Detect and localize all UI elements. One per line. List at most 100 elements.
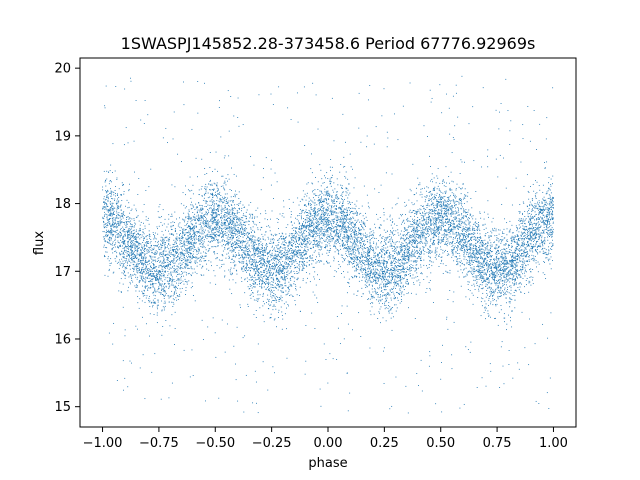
data-point (527, 232, 529, 234)
data-point (494, 282, 495, 284)
data-point (437, 214, 439, 215)
data-point (172, 244, 174, 246)
data-point (491, 274, 493, 276)
data-point (305, 229, 307, 231)
data-point (463, 244, 465, 246)
data-point (203, 223, 205, 225)
data-point (196, 273, 198, 275)
data-point (547, 258, 549, 260)
data-point (360, 247, 362, 249)
data-point (408, 250, 410, 251)
data-point (249, 250, 250, 252)
data-point (111, 242, 113, 244)
data-point (129, 268, 131, 270)
data-point (166, 280, 168, 282)
data-point (319, 231, 321, 233)
data-point (291, 261, 293, 263)
data-point (130, 231, 132, 233)
data-point (552, 207, 554, 209)
data-point (233, 207, 235, 209)
data-point (329, 234, 331, 236)
data-point (200, 226, 202, 228)
data-point (487, 241, 489, 243)
data-point (225, 212, 227, 214)
data-point (309, 223, 311, 225)
data-point (276, 181, 278, 183)
data-point (259, 272, 260, 274)
data-point (186, 283, 188, 285)
data-point (446, 238, 448, 240)
data-point (429, 287, 431, 289)
data-point (194, 219, 196, 221)
data-point (179, 256, 181, 258)
data-point (144, 244, 146, 246)
data-point (241, 262, 243, 264)
data-point (124, 235, 126, 237)
data-point (114, 258, 116, 260)
data-point (500, 286, 502, 288)
data-point (159, 270, 161, 272)
data-point (331, 213, 333, 215)
data-point (333, 221, 334, 222)
data-point (188, 214, 190, 216)
data-point (301, 231, 302, 233)
data-point (443, 205, 445, 207)
data-point (164, 244, 166, 245)
data-point (185, 239, 187, 240)
data-point (106, 226, 108, 228)
data-point (191, 268, 193, 270)
data-point (233, 232, 235, 234)
data-point (343, 231, 345, 233)
data-point (381, 273, 383, 275)
data-point (184, 233, 186, 235)
data-point (432, 202, 434, 204)
data-point (495, 271, 497, 272)
data-point (277, 317, 279, 318)
data-point (354, 241, 356, 243)
data-point (435, 194, 437, 196)
data-point (178, 280, 180, 282)
data-point (484, 223, 486, 225)
data-point (391, 173, 393, 175)
data-point (453, 196, 455, 198)
data-point (360, 336, 362, 337)
data-point (123, 222, 125, 223)
data-point (107, 219, 109, 221)
data-point (245, 211, 247, 213)
data-point (303, 231, 304, 233)
data-point (337, 212, 339, 214)
data-point (474, 225, 476, 227)
data-point (437, 232, 439, 234)
data-point (549, 213, 551, 215)
data-point (414, 267, 416, 269)
data-point (391, 255, 393, 257)
data-point (387, 249, 389, 251)
data-point (371, 295, 372, 297)
data-point (485, 258, 487, 260)
data-point (502, 263, 504, 264)
data-point (260, 257, 262, 259)
data-point (452, 244, 454, 246)
data-point (512, 261, 514, 263)
data-point (508, 274, 510, 276)
data-point (493, 263, 495, 265)
data-point (537, 227, 539, 229)
data-point (465, 296, 467, 298)
data-point (308, 237, 310, 239)
data-point (160, 239, 162, 241)
data-point (383, 276, 385, 278)
data-point (533, 110, 535, 111)
data-point (349, 285, 351, 287)
data-point (395, 249, 397, 251)
data-point (181, 237, 182, 239)
data-point (408, 259, 410, 261)
data-point (200, 216, 202, 218)
data-point (465, 228, 467, 230)
data-point (545, 278, 547, 280)
data-point (524, 239, 525, 241)
data-point (154, 252, 156, 254)
data-point (116, 215, 118, 217)
data-point (158, 225, 160, 227)
data-point (539, 123, 541, 125)
data-point (416, 228, 418, 230)
